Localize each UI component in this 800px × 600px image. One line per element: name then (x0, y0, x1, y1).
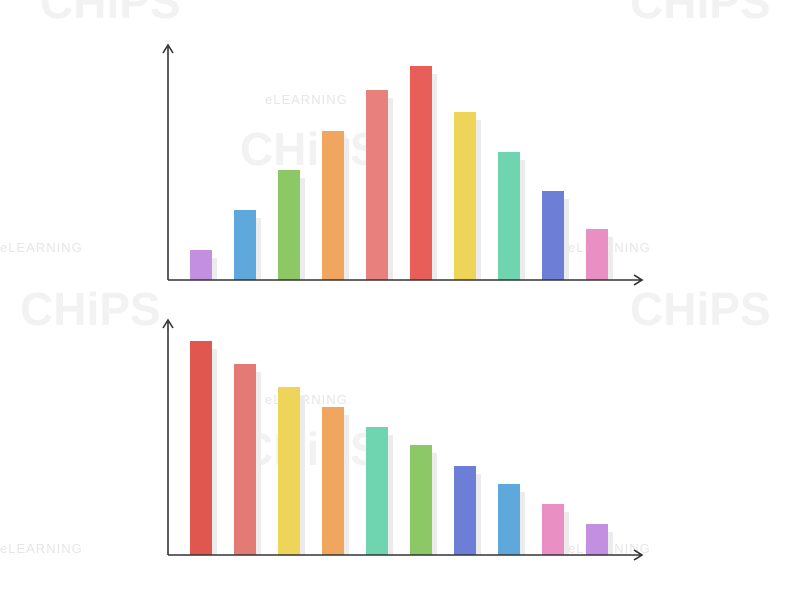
watermark: CHiPS (240, 423, 381, 475)
bar (454, 112, 476, 280)
watermark: CHiPS (630, 0, 771, 28)
y-axis-arrow (162, 318, 174, 329)
watermark: CHiPS (240, 123, 381, 175)
watermark: CHiPS (630, 283, 771, 335)
watermark: eLEARNING (0, 541, 83, 556)
y-axis-arrow (162, 43, 174, 54)
bar (498, 152, 520, 280)
bar (410, 66, 432, 280)
bar (278, 170, 300, 280)
bar (190, 250, 212, 280)
bar (586, 229, 608, 280)
bar (542, 504, 564, 555)
bar (322, 131, 344, 280)
bar (190, 341, 212, 555)
bar (542, 191, 564, 280)
watermark: CHiPS (20, 283, 161, 335)
x-axis-arrow (633, 274, 644, 286)
watermark: CHiPS (40, 0, 181, 28)
bar (278, 387, 300, 555)
x-axis-arrow (633, 549, 644, 561)
bar (498, 484, 520, 555)
bar (454, 466, 476, 555)
bar (322, 407, 344, 555)
bar (410, 445, 432, 555)
watermark: eLEARNING (265, 392, 348, 407)
bar (586, 524, 608, 555)
watermark: eLEARNING (0, 240, 83, 255)
bar (234, 364, 256, 555)
bar (234, 210, 256, 280)
bar (366, 427, 388, 555)
bar (366, 90, 388, 280)
watermark: eLEARNING (265, 92, 348, 107)
